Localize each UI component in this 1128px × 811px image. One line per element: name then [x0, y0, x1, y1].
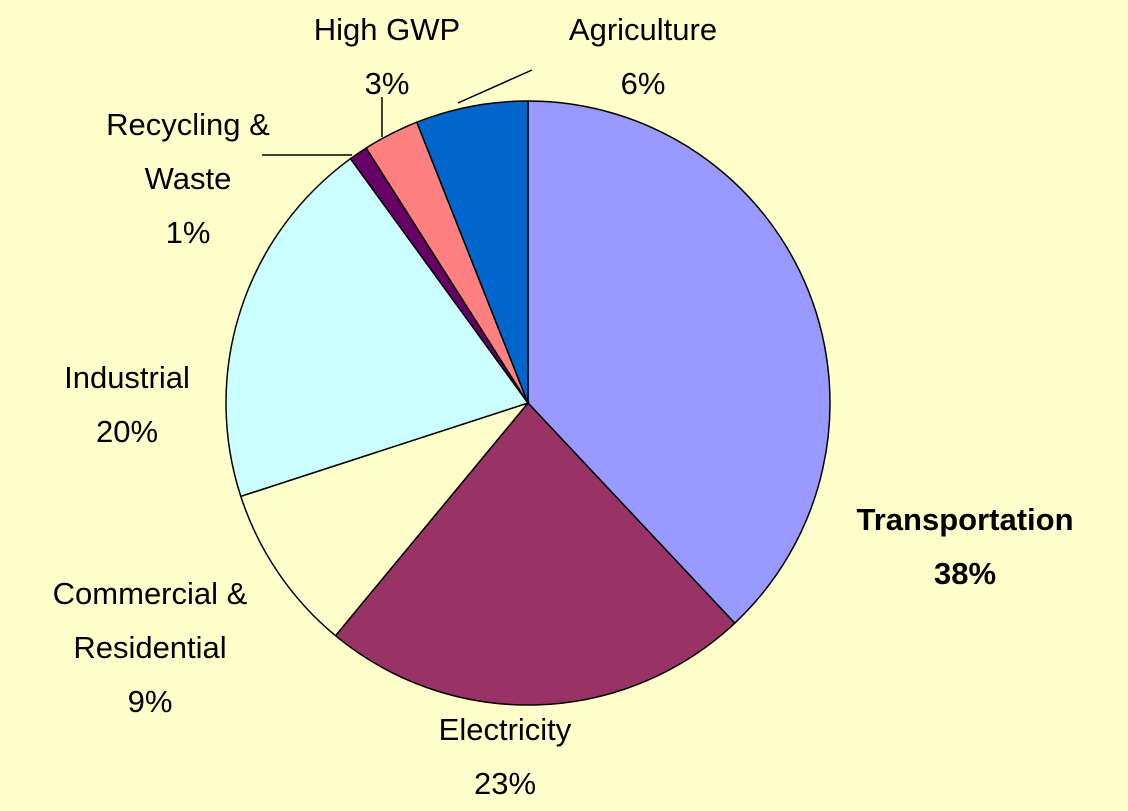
- category-label: Industrial: [64, 360, 190, 395]
- category-label: High GWP: [313, 12, 461, 47]
- value-label: 9%: [127, 684, 173, 719]
- value-label: 6%: [620, 66, 666, 101]
- category-label: Electricity: [438, 712, 572, 747]
- slice-label: Electricity 23%: [375, 703, 635, 811]
- pie-slice: [527, 100, 831, 625]
- value-label: 3%: [364, 66, 410, 101]
- category-label: Recycling & Waste: [106, 107, 270, 196]
- category-label: Transportation: [856, 502, 1074, 537]
- value-label: 1%: [165, 215, 211, 250]
- pie-slice: [334, 401, 736, 706]
- leader-line: [457, 69, 533, 104]
- value-label: 38%: [933, 556, 997, 591]
- pie-slice: [225, 157, 530, 498]
- pie-slice: [239, 401, 531, 637]
- category-label: Agriculture: [568, 12, 718, 47]
- slice-label: Agriculture 6%: [533, 3, 753, 111]
- value-label: 23%: [473, 766, 537, 801]
- category-label: Commercial & Residential: [52, 576, 248, 665]
- slice-label: Recycling & Waste 1%: [78, 98, 298, 260]
- value-label: 20%: [95, 414, 159, 449]
- slice-label: High GWP 3%: [277, 3, 497, 111]
- leader-lines: [262, 69, 533, 156]
- slice-label: Industrial 20%: [7, 351, 247, 459]
- slice-label: Commercial & Residential 9%: [15, 567, 285, 729]
- slice-label: Transportation 38%: [815, 493, 1115, 601]
- pie-slice: [415, 100, 529, 404]
